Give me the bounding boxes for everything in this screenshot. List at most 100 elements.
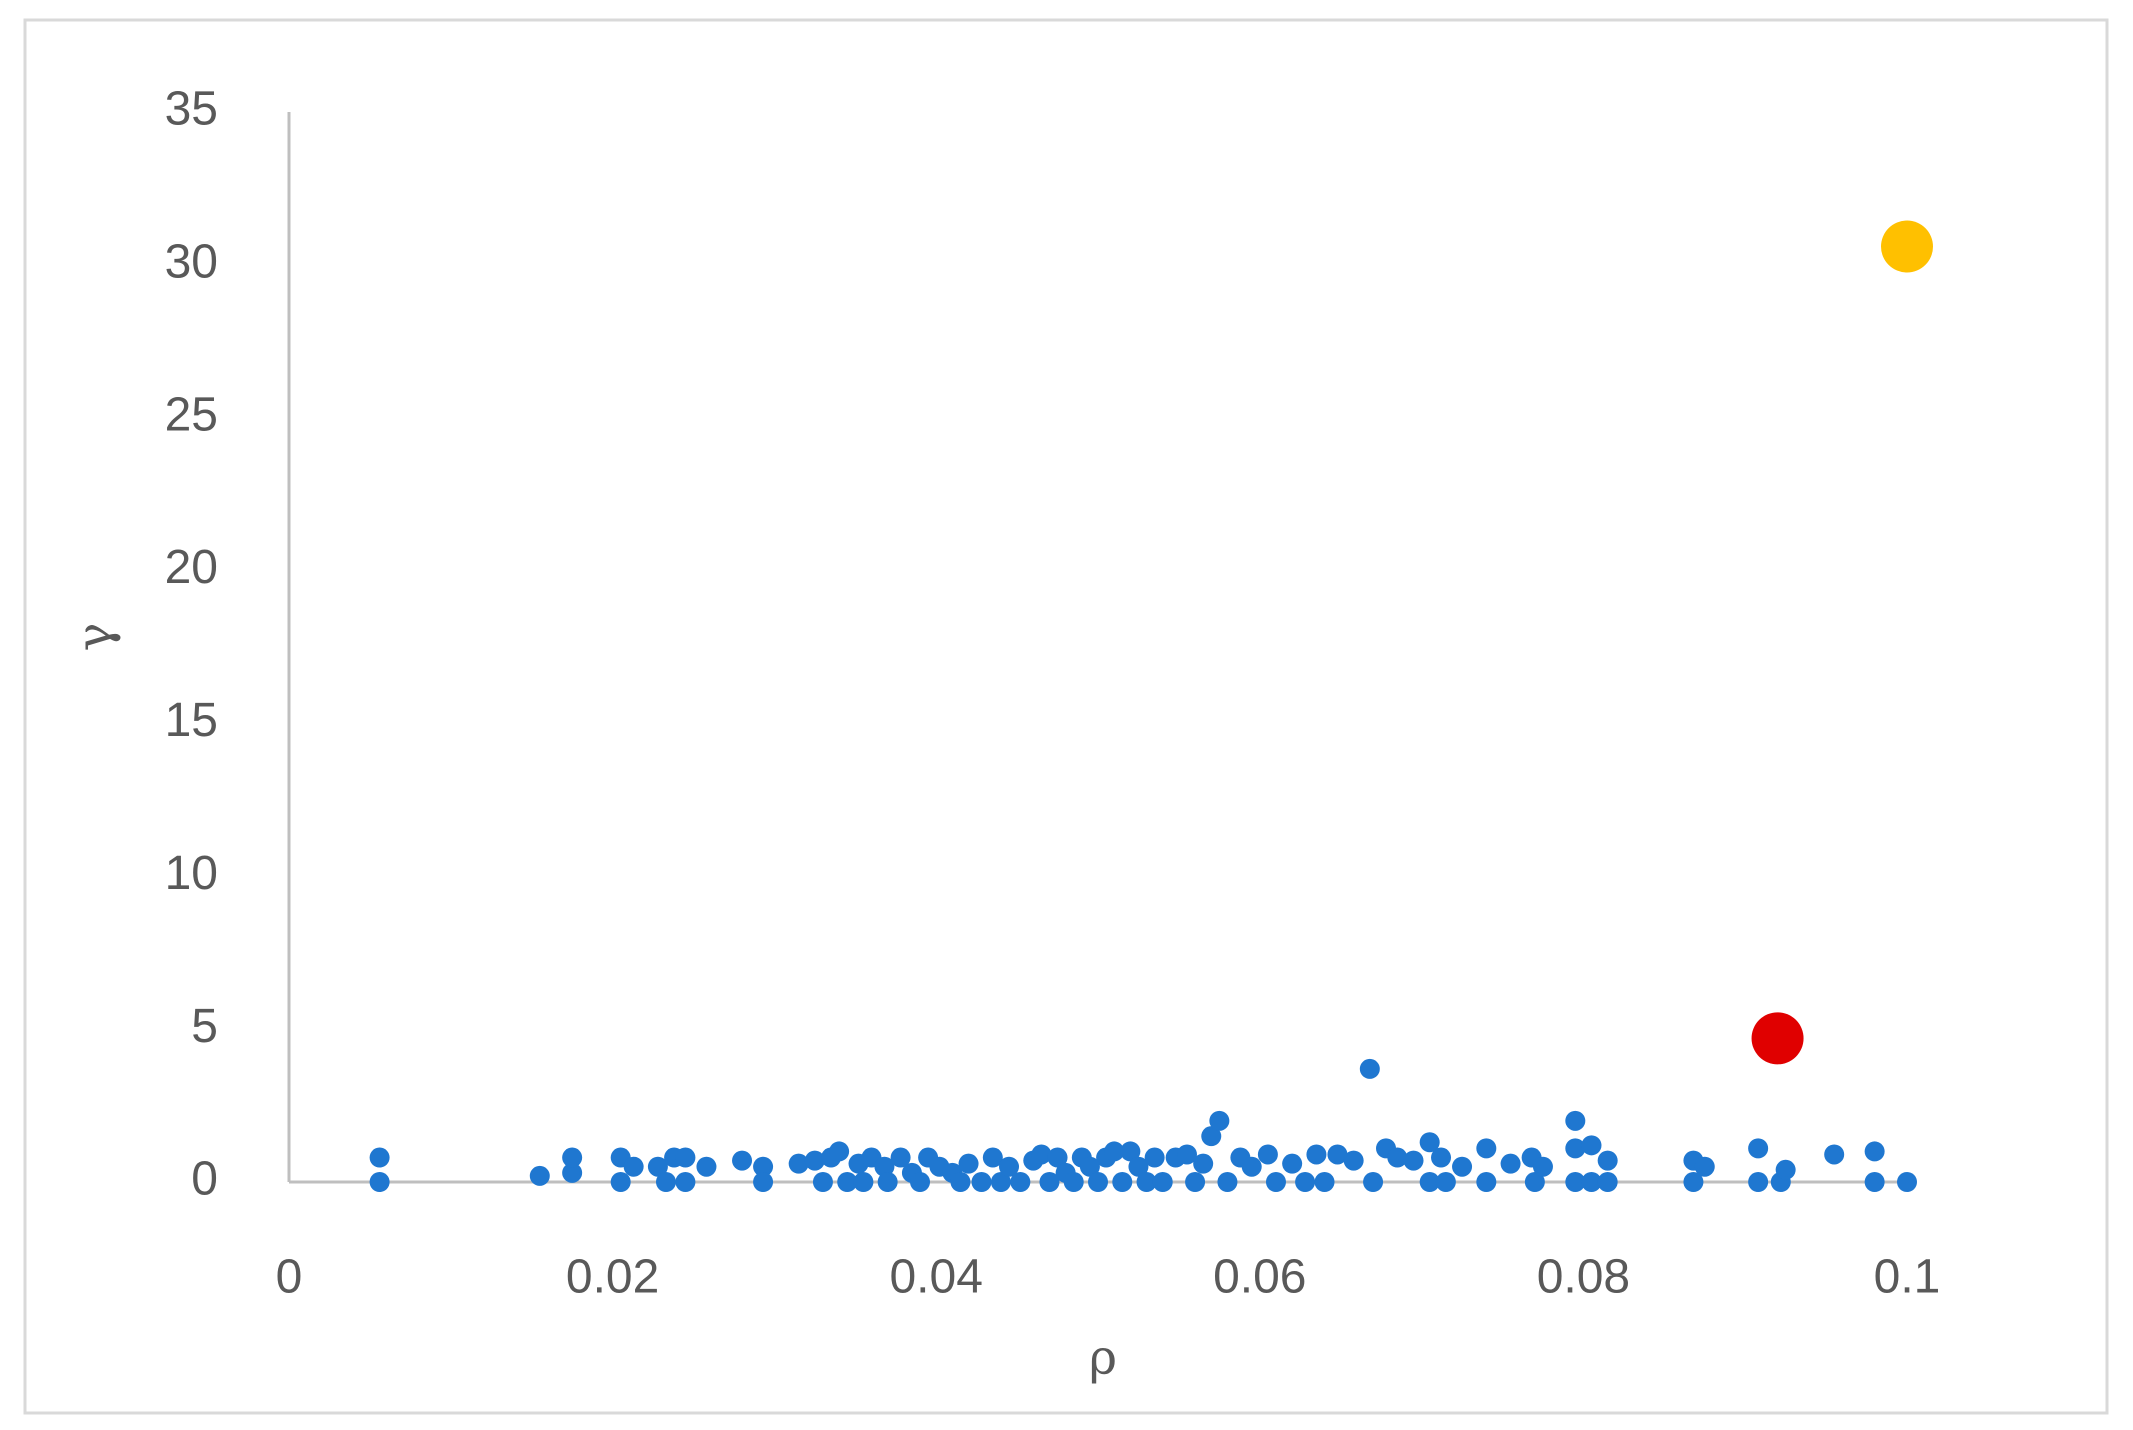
x-tick-label: 0.04 [889,1251,982,1304]
data-point [1128,1156,1149,1177]
data-point [1120,1141,1141,1162]
data-point [1193,1153,1214,1174]
data-point [1864,1141,1885,1162]
data-point [1597,1172,1618,1192]
data-point [1683,1172,1704,1192]
data-point [812,1172,833,1192]
data-point [1047,1147,1068,1168]
data-point [1306,1144,1327,1165]
data-point [1824,1144,1845,1165]
data-point [853,1172,874,1192]
data-point [1476,1172,1497,1192]
data-point [753,1156,774,1177]
x-tick-label: 0 [276,1251,303,1304]
x-tick-label: 0.02 [566,1251,659,1304]
data-point [1897,1172,1917,1192]
y-tick-label: 20 [165,541,218,594]
y-tick-label: 10 [165,847,218,900]
data-point [1748,1172,1769,1192]
data-point [804,1150,825,1171]
data-point [837,1172,858,1192]
data-point [1063,1172,1084,1192]
data-point [1088,1172,1108,1192]
y-tick-label: 0 [191,1153,218,1206]
data-point [1079,1156,1100,1177]
data-point [1597,1150,1618,1171]
data-point [1435,1172,1456,1192]
data-point [877,1172,898,1192]
data-point [971,1172,992,1192]
data-point [1500,1153,1521,1174]
y-tick-label: 5 [191,1000,218,1053]
data-point [1295,1172,1316,1192]
data-point [1265,1172,1286,1192]
data-point [1452,1156,1473,1177]
data-point [369,1172,390,1192]
data-point [1881,220,1933,273]
data-point [1419,1172,1440,1192]
data-point [1327,1144,1348,1165]
y-tick-label: 15 [165,694,218,747]
data-point [982,1147,1003,1168]
data-point [1241,1156,1262,1177]
data-point [623,1156,644,1177]
x-tick-label: 0.08 [1537,1251,1630,1304]
data-point [1314,1172,1335,1192]
data-point [1431,1147,1452,1168]
data-point [696,1156,717,1177]
data-point [1343,1150,1364,1171]
data-point [1031,1144,1052,1165]
y-tick-label: 35 [165,83,218,136]
data-point [1359,1058,1380,1079]
data-point [1581,1172,1602,1192]
data-point [958,1153,979,1174]
data-point [999,1156,1020,1177]
data-point [950,1172,971,1192]
y-tick-label: 30 [165,236,218,289]
data-point [562,1147,583,1168]
data-point [1112,1172,1133,1192]
data-point [369,1147,390,1168]
x-axis-label: ρ [1089,1330,1117,1386]
data-point [675,1147,696,1168]
data-point [910,1172,931,1192]
y-tick-label: 25 [165,388,218,441]
data-point [890,1147,911,1168]
data-point [1152,1172,1173,1192]
data-point [1010,1172,1031,1192]
data-point [1185,1172,1206,1192]
data-point [732,1150,753,1171]
data-point [1136,1172,1157,1192]
data-point [562,1162,583,1183]
data-point [1565,1110,1586,1131]
data-point [990,1172,1011,1192]
data-point [1532,1156,1553,1177]
data-point [1419,1132,1440,1153]
data-point [1748,1138,1769,1159]
data-point [1387,1147,1408,1168]
data-point [610,1172,631,1192]
data-point [1363,1172,1384,1192]
data-point [1282,1153,1303,1174]
data-point [1581,1135,1602,1156]
data-point [1775,1159,1796,1180]
chart-border [23,18,2109,1415]
data-point [647,1156,668,1177]
data-point [675,1172,696,1192]
data-point [1257,1144,1278,1165]
data-point [1565,1138,1586,1159]
data-point [529,1165,550,1186]
data-point [655,1172,676,1192]
data-point [788,1153,809,1174]
data-point [1864,1172,1885,1192]
data-point [1201,1126,1222,1147]
data-point [1751,1012,1804,1065]
data-point [1565,1172,1586,1192]
data-point [874,1156,895,1177]
data-point [1524,1172,1545,1192]
data-point [753,1172,774,1192]
x-tick-label: 0.1 [1874,1251,1941,1304]
data-point [1476,1138,1497,1159]
data-point [1217,1172,1238,1192]
